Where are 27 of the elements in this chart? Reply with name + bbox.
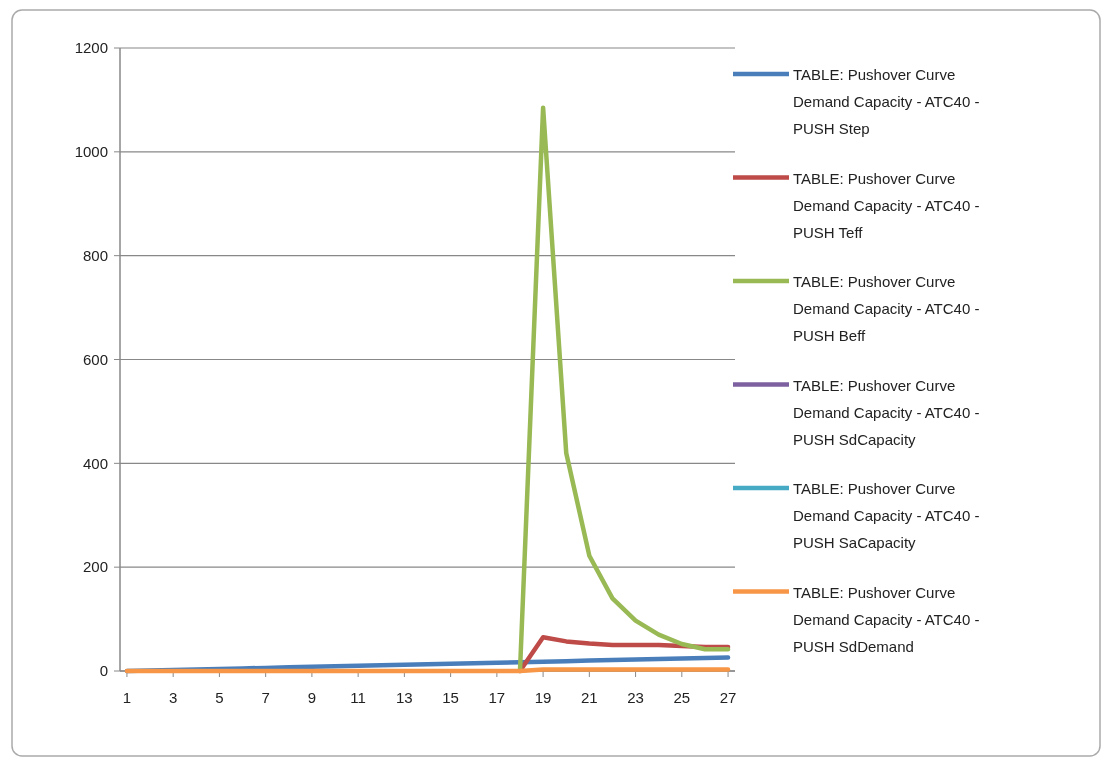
legend-label: TABLE: Pushover Curve Demand Capacity - ATC40 - PUSH Step xyxy=(793,66,980,137)
y-tick-label: 1200 xyxy=(74,39,108,57)
legend-label: TABLE: Pushover Curve Demand Capacity - ATC40 - PUSH SaCapacity xyxy=(793,480,980,551)
y-tick-label: 1000 xyxy=(74,143,108,161)
y-tick-label: 0 xyxy=(99,662,108,680)
x-tick-label: 19 xyxy=(534,689,552,706)
legend-label: TABLE: Pushover Curve Demand Capacity - ATC40 - PUSH SdDemand xyxy=(793,583,980,655)
x-tick-label: 9 xyxy=(307,689,317,706)
y-tick-label: 200 xyxy=(82,558,108,576)
legend-label: TABLE: Pushover Curve Demand Capacity - ATC40 - PUSH SdCapacity xyxy=(793,376,980,448)
x-tick-label: 5 xyxy=(215,689,224,706)
legend-label: TABLE: Pushover Curve Demand Capacity - ATC40 - PUSH Teff xyxy=(793,169,980,241)
legend-label: TABLE: Pushover Curve Demand Capacity - ATC40 - PUSH Beff xyxy=(793,273,980,344)
x-tick-label: 21 xyxy=(581,689,598,706)
y-tick-label: 800 xyxy=(82,246,108,264)
y-tick-label: 400 xyxy=(82,454,108,472)
x-tick-label: 1 xyxy=(122,689,132,706)
x-tick-label: 11 xyxy=(350,689,366,706)
y-tick-label: 600 xyxy=(82,350,108,368)
x-tick-label: 17 xyxy=(488,689,506,706)
x-tick-label: 15 xyxy=(442,689,459,706)
x-tick-label: 7 xyxy=(261,689,270,706)
x-tick-label: 25 xyxy=(673,689,691,706)
x-tick-label: 23 xyxy=(627,689,644,706)
x-tick-label: 27 xyxy=(719,689,737,706)
x-tick-label: 13 xyxy=(396,689,413,706)
x-tick-label: 3 xyxy=(169,689,178,706)
